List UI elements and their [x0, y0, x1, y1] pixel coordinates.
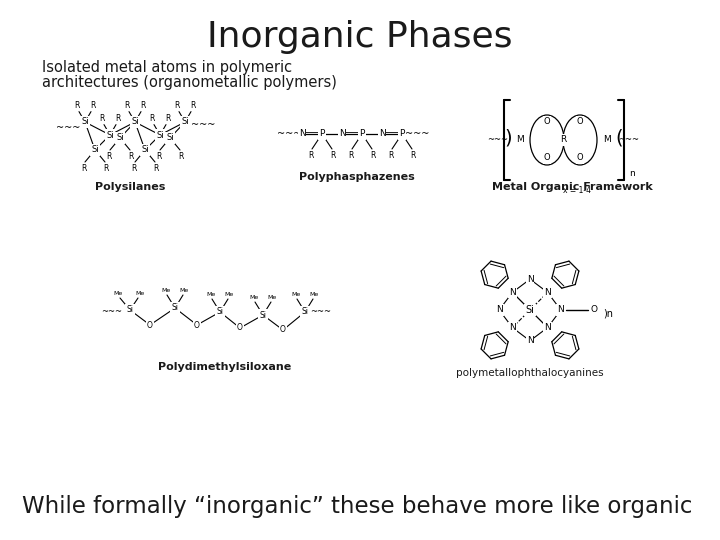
Text: Si: Si	[217, 307, 223, 316]
Text: R: R	[90, 100, 96, 110]
Text: O: O	[280, 326, 286, 334]
Text: O: O	[194, 321, 200, 329]
Text: N: N	[544, 323, 551, 332]
Text: O: O	[544, 118, 550, 126]
Text: Si: Si	[141, 145, 149, 154]
Text: Si: Si	[127, 306, 133, 314]
Text: n: n	[629, 169, 635, 178]
Text: Si: Si	[171, 303, 179, 313]
Text: O: O	[544, 153, 550, 163]
Text: Inorganic Phases: Inorganic Phases	[207, 20, 513, 54]
Text: Polyphasphazenes: Polyphasphazenes	[299, 172, 415, 182]
Text: O: O	[577, 118, 583, 126]
Text: While formally “inorganic” these behave more like organic: While formally “inorganic” these behave …	[22, 495, 693, 518]
Text: N: N	[526, 336, 534, 345]
Text: R: R	[107, 152, 112, 161]
Text: R: R	[190, 100, 196, 110]
Text: R: R	[370, 151, 376, 160]
Text: O: O	[577, 153, 583, 163]
Text: Si: Si	[106, 131, 114, 139]
Text: Si: Si	[116, 133, 124, 143]
Text: N: N	[496, 306, 503, 314]
Text: R: R	[74, 100, 80, 110]
Text: R: R	[308, 151, 314, 160]
Text: R: R	[179, 152, 184, 161]
Text: Me: Me	[113, 291, 122, 296]
Text: R: R	[125, 100, 130, 110]
Text: Me: Me	[207, 292, 215, 297]
Text: R: R	[103, 164, 109, 173]
Text: R: R	[140, 100, 145, 110]
Text: Isolated metal atoms in polymeric: Isolated metal atoms in polymeric	[42, 60, 292, 75]
Text: Me: Me	[135, 291, 145, 296]
Text: Me: Me	[249, 295, 258, 300]
Text: P: P	[359, 130, 365, 138]
Text: ~~~: ~~~	[618, 136, 639, 145]
Text: Me: Me	[267, 295, 276, 300]
Text: Metal Organic Framework: Metal Organic Framework	[492, 182, 652, 192]
Text: R: R	[330, 151, 336, 160]
Text: )n: )n	[603, 308, 613, 318]
Text: R: R	[99, 113, 104, 123]
Text: N: N	[509, 288, 516, 297]
Text: R: R	[174, 100, 180, 110]
Text: polymetallophthalocyanines: polymetallophthalocyanines	[456, 368, 604, 378]
Text: R: R	[149, 113, 155, 123]
Text: (: (	[616, 129, 623, 147]
Text: N: N	[299, 130, 305, 138]
Text: Me: Me	[179, 288, 189, 293]
Text: N: N	[526, 275, 534, 284]
Text: Si: Si	[91, 145, 99, 154]
Text: Polysilanes: Polysilanes	[95, 182, 165, 192]
Text: Si: Si	[259, 310, 266, 320]
Text: R: R	[128, 152, 134, 161]
Text: M: M	[516, 136, 524, 145]
Text: ): )	[504, 129, 512, 147]
Text: R: R	[81, 164, 86, 173]
Text: O: O	[237, 323, 243, 333]
Text: N: N	[557, 306, 564, 314]
Text: M: M	[603, 136, 611, 145]
Text: R: R	[166, 113, 171, 123]
Text: O: O	[147, 321, 153, 329]
Text: Si: Si	[81, 118, 89, 126]
Text: R: R	[131, 164, 137, 173]
Text: O: O	[591, 306, 598, 314]
Text: N: N	[544, 288, 551, 297]
Text: ~~~: ~~~	[191, 120, 215, 130]
Text: R: R	[560, 136, 566, 145]
Text: architectures (organometallic polymers): architectures (organometallic polymers)	[42, 75, 337, 90]
Text: Si: Si	[181, 118, 189, 126]
Text: N: N	[509, 323, 516, 332]
Text: R: R	[115, 113, 121, 123]
Text: Si: Si	[526, 305, 534, 315]
Text: P: P	[400, 130, 405, 138]
Text: Me: Me	[161, 288, 171, 293]
Text: R: R	[348, 151, 354, 160]
Text: x = 1-4: x = 1-4	[563, 186, 591, 195]
Text: N: N	[338, 130, 346, 138]
Text: N: N	[379, 130, 385, 138]
Text: Me: Me	[310, 292, 319, 297]
Text: Si: Si	[156, 131, 164, 139]
Text: Polydimethylsiloxane: Polydimethylsiloxane	[158, 362, 292, 372]
Text: R: R	[153, 164, 158, 173]
Text: ~~~: ~~~	[487, 136, 508, 145]
Text: ~~~: ~~~	[405, 129, 429, 139]
Text: ~~~: ~~~	[310, 307, 331, 316]
Text: ~~~: ~~~	[56, 123, 80, 133]
Text: ~~~: ~~~	[102, 307, 122, 316]
Text: P: P	[319, 130, 325, 138]
Text: Si: Si	[302, 307, 308, 316]
Text: R: R	[156, 152, 162, 161]
Text: Si: Si	[131, 118, 139, 126]
Text: R: R	[410, 151, 415, 160]
Text: Me: Me	[292, 292, 301, 297]
Text: Me: Me	[225, 292, 233, 297]
Text: R: R	[388, 151, 394, 160]
Text: Si: Si	[166, 133, 174, 143]
Text: ~~~: ~~~	[276, 129, 301, 139]
